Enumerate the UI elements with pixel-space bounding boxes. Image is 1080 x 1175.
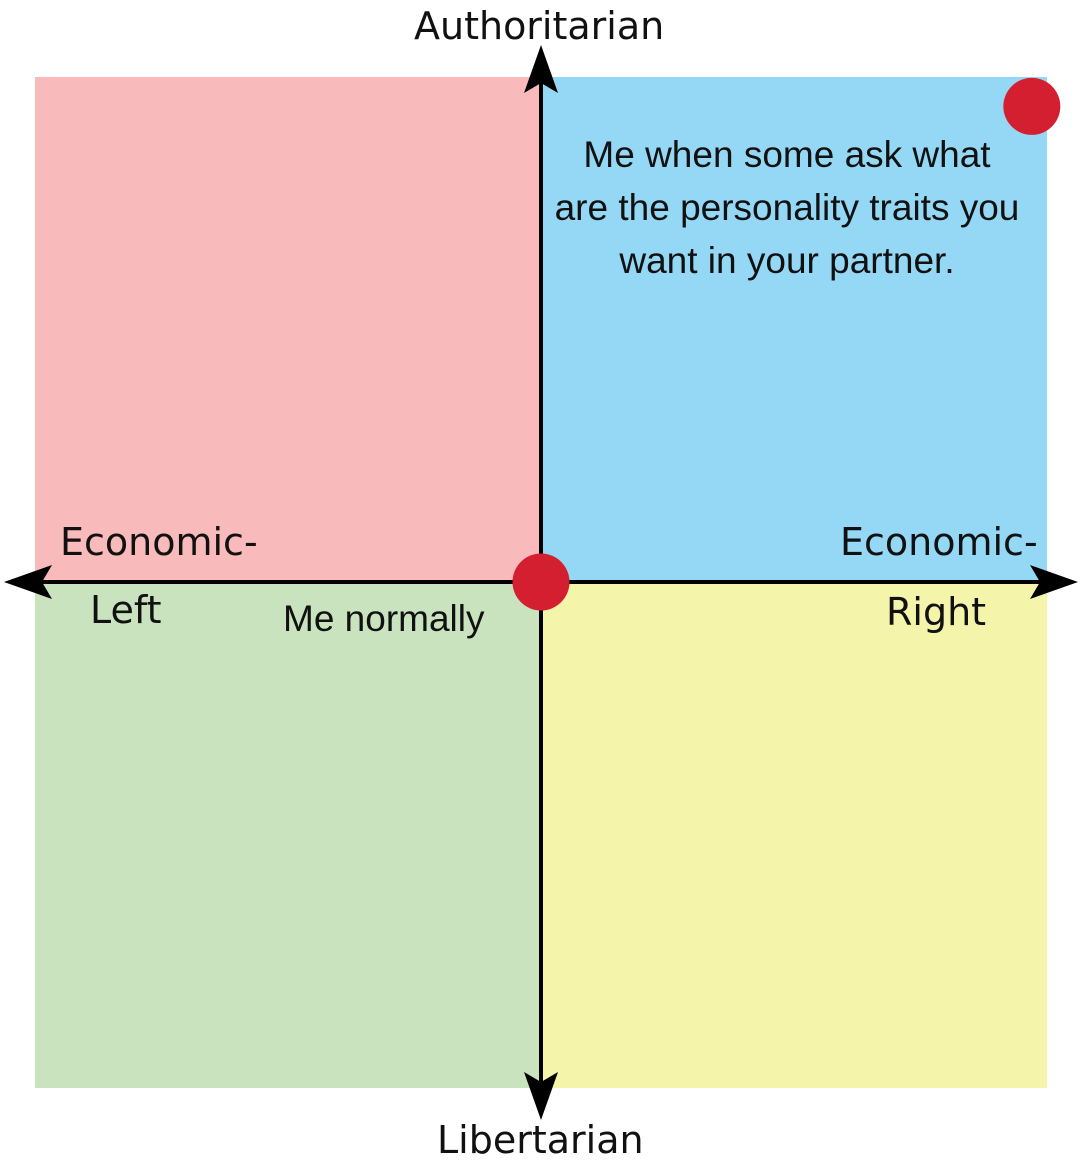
quadrant-auth-right [541,77,1047,582]
axis-label-bottom: Libertarian [437,1118,644,1162]
point-label-normal: Me normally [283,598,485,639]
axis-label-left-1: Economic- [60,520,258,564]
axis-label-top: Authoritarian [414,4,665,48]
axis-label-left-2: Left [90,588,162,632]
axis-label-right-1: Economic- [840,520,1038,564]
arrow-left-icon [4,565,52,599]
point-label-partner: Me when some ask what are the personalit… [554,134,1020,281]
quadrant-lib-right [541,582,1047,1088]
arrow-up-icon [524,45,558,93]
position-dot-1 [1003,77,1061,135]
position-dot-0 [512,553,570,611]
arrow-right-icon [1030,565,1078,599]
quadrant-lib-left [35,582,541,1088]
arrow-down-icon [524,1072,558,1120]
quadrant-auth-left [35,77,541,582]
axis-label-right-2: Right [886,590,987,634]
